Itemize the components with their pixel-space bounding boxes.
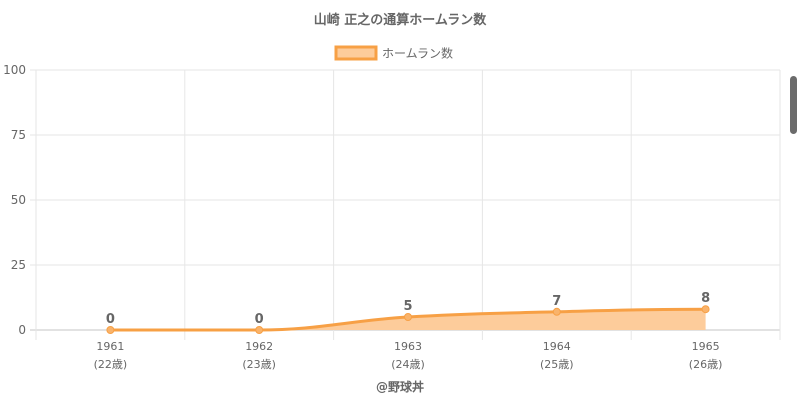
data-labels: 0 0 5 7 8 bbox=[106, 291, 710, 327]
data-label: 7 bbox=[552, 294, 561, 309]
x-tick-sublabel: (26歳) bbox=[689, 358, 723, 371]
data-label: 5 bbox=[403, 299, 412, 314]
chart-title: 山崎 正之の通算ホームラン数 bbox=[314, 12, 487, 28]
x-tick-sublabel: (22歳) bbox=[94, 358, 128, 371]
x-tick-label: 1964 bbox=[543, 340, 571, 353]
axes: 02550751001961(22歳)1962(23歳)1963(24歳)196… bbox=[3, 63, 722, 371]
series-homeruns bbox=[106, 305, 710, 334]
x-tick-label: 1963 bbox=[394, 340, 422, 353]
x-tick-label: 1961 bbox=[96, 340, 124, 353]
legend[interactable]: ホームラン数 bbox=[334, 45, 453, 61]
y-tick-label: 75 bbox=[11, 128, 26, 142]
x-tick-sublabel: (24歳) bbox=[391, 358, 425, 371]
y-tick-label: 0 bbox=[18, 323, 26, 337]
x-tick-label: 1965 bbox=[692, 340, 720, 353]
footer-credit: @野球丼 bbox=[376, 379, 424, 394]
data-point bbox=[255, 326, 264, 334]
data-point bbox=[106, 326, 115, 334]
legend-swatch bbox=[334, 45, 378, 61]
data-label: 8 bbox=[701, 291, 710, 306]
y-tick-label: 50 bbox=[11, 193, 26, 207]
x-tick-label: 1962 bbox=[245, 340, 273, 353]
data-point bbox=[701, 305, 710, 314]
data-label: 0 bbox=[255, 312, 264, 327]
data-label: 0 bbox=[106, 312, 115, 327]
grid bbox=[30, 69, 781, 340]
scrollbar-thumb[interactable] bbox=[790, 76, 797, 134]
data-point bbox=[552, 307, 561, 316]
data-point bbox=[404, 313, 412, 321]
legend-label: ホームラン数 bbox=[382, 46, 453, 61]
y-tick-label: 100 bbox=[3, 63, 26, 77]
y-tick-label: 25 bbox=[11, 258, 26, 272]
x-tick-sublabel: (23歳) bbox=[242, 358, 276, 371]
x-tick-sublabel: (25歳) bbox=[540, 358, 574, 371]
